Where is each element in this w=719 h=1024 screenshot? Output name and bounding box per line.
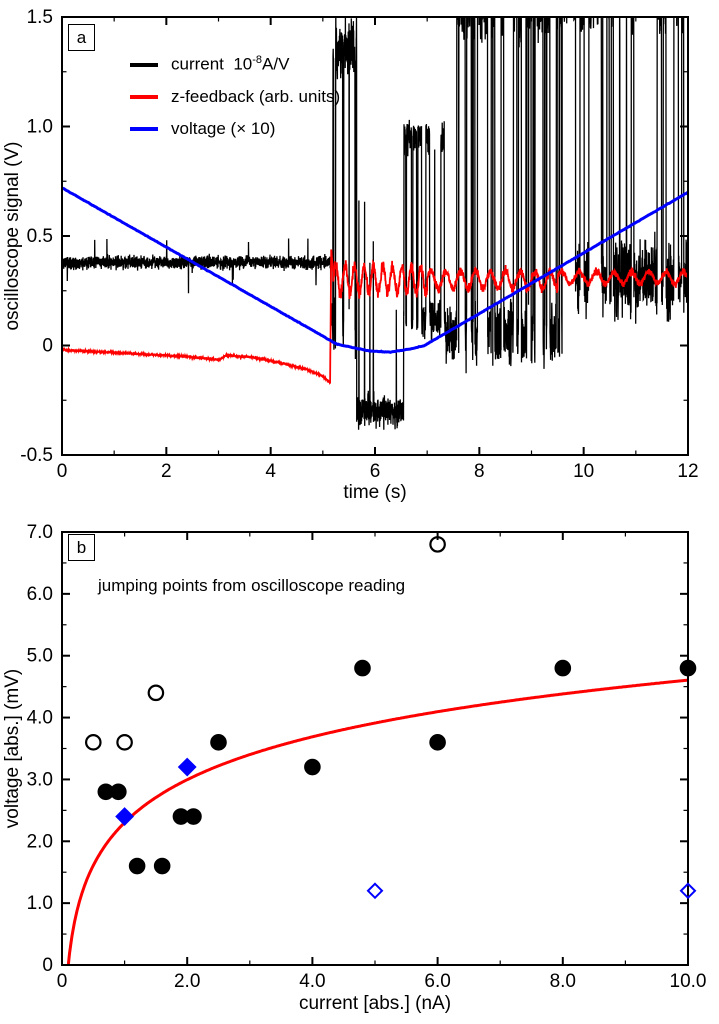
svg-text:4: 4 [265, 461, 276, 482]
svg-text:8: 8 [474, 461, 485, 482]
marker-circle [429, 536, 446, 553]
series-filled_diamonds [115, 757, 197, 826]
svg-text:current [abs.] (nA): current [abs.] (nA) [299, 993, 451, 1014]
legend-label-voltage: voltage (× 10) [171, 118, 276, 138]
svg-text:0: 0 [57, 461, 68, 482]
plot-frame-a [61, 16, 689, 456]
svg-text:6.0: 6.0 [27, 584, 53, 605]
z-feedback-line-swatch [130, 94, 158, 99]
voltage-line-swatch [130, 126, 158, 131]
svg-text:4.0: 4.0 [27, 708, 53, 729]
svg-text:7.0: 7.0 [27, 522, 53, 543]
marker-circle [85, 734, 102, 751]
svg-text:12: 12 [677, 461, 698, 482]
fit-curve [66, 678, 688, 965]
plot-area-a [62, 17, 688, 430]
plot-frame-b [61, 531, 689, 966]
axis-labels-b: 0 2.0 4.0 6.0 8.0 10.0 0 1.0 2.0 3.0 4.0 5.0 6.0 7.0 c… [2, 522, 706, 1014]
svg-text:oscilloscope signal (V): oscilloscope signal (V) [2, 141, 23, 330]
legend-label-current: current 10-8A/V [171, 54, 289, 75]
plot-area-b [66, 678, 688, 965]
svg-text:1.5: 1.5 [27, 7, 53, 28]
svg-text:-0.5: -0.5 [20, 445, 53, 466]
legend-current-base: current 10 [171, 54, 253, 74]
legend-label-z-feedback: z-feedback (arb. units) [171, 86, 341, 106]
svg-text:2.0: 2.0 [27, 831, 53, 852]
svg-text:0: 0 [57, 971, 68, 992]
marker-circle [128, 857, 146, 875]
legend-current-unit: A/V [262, 54, 290, 74]
panel-b-label-text: b [76, 538, 87, 557]
svg-text:time (s): time (s) [343, 482, 406, 503]
marker-circle [116, 734, 133, 751]
panel-b-chart: 0 2.0 4.0 6.0 8.0 10.0 0 1.0 2.0 3.0 4.0 5.0 6.0 7.0 c… [2, 522, 706, 1014]
svg-text:1.0: 1.0 [27, 893, 53, 914]
marker-circle [354, 659, 371, 677]
panel-a-label-text: a [76, 28, 87, 47]
legend-item-voltage: voltage (× 10) [130, 118, 340, 139]
panel-a-legend: current 10-8A/V z-feedback (arb. units) … [130, 54, 340, 139]
series-current [62, 17, 688, 430]
legend-item-current: current 10-8A/V [130, 54, 340, 75]
series-z_feedback [62, 249, 688, 385]
series-voltage [62, 186, 688, 354]
series-filled_circles [97, 659, 697, 875]
marker-diamond [366, 882, 384, 900]
svg-text:0: 0 [42, 336, 53, 357]
marker-diamond [679, 882, 697, 900]
panel-b: 0 2.0 4.0 6.0 8.0 10.0 0 1.0 2.0 3.0 4.0 5.0 6.0 7.0 c… [0, 512, 719, 1024]
marker-diamond [115, 807, 135, 826]
svg-text:1.0: 1.0 [27, 117, 53, 138]
marker-circle [210, 734, 227, 751]
series-open_diamonds [366, 882, 697, 900]
svg-text:10.0: 10.0 [670, 971, 707, 992]
marker-circle [304, 758, 321, 776]
legend-current-exponent: -8 [252, 54, 263, 67]
svg-text:0: 0 [42, 955, 53, 976]
marker-diamond [177, 757, 197, 777]
svg-text:6: 6 [370, 461, 381, 482]
axes-b [61, 531, 689, 966]
svg-text:2: 2 [161, 461, 172, 482]
marker-circle [429, 734, 446, 751]
panel-b-annotation: jumping points from oscilloscope reading [98, 576, 406, 595]
svg-text:5.0: 5.0 [27, 646, 53, 667]
marker-circle [554, 659, 572, 677]
svg-text:3.0: 3.0 [27, 769, 53, 790]
legend-item-z-feedback: z-feedback (arb. units) [130, 86, 340, 107]
svg-text:2.0: 2.0 [174, 971, 200, 992]
panel-a-label: a [68, 24, 95, 51]
marker-circle [185, 808, 202, 825]
panel-a: 0 2 4 6 8 10 12 -0.5 0 0.5 1.0 1.5 time (s) oscillosc… [2, 7, 699, 503]
svg-text:8.0: 8.0 [550, 971, 576, 992]
svg-text:6.0: 6.0 [424, 971, 450, 992]
panel-b-label: b [68, 534, 95, 561]
series-open_circles [85, 536, 446, 751]
marker-circle [679, 659, 697, 677]
svg-text:voltage [abs.] (mV): voltage [abs.] (mV) [2, 669, 23, 828]
marker-circle [147, 684, 165, 702]
svg-text:0.5: 0.5 [27, 226, 53, 247]
svg-text:4.0: 4.0 [299, 971, 325, 992]
marker-circle [110, 783, 127, 801]
marker-circle [153, 857, 171, 875]
svg-text:10: 10 [573, 461, 594, 482]
current-line-swatch [130, 62, 158, 67]
